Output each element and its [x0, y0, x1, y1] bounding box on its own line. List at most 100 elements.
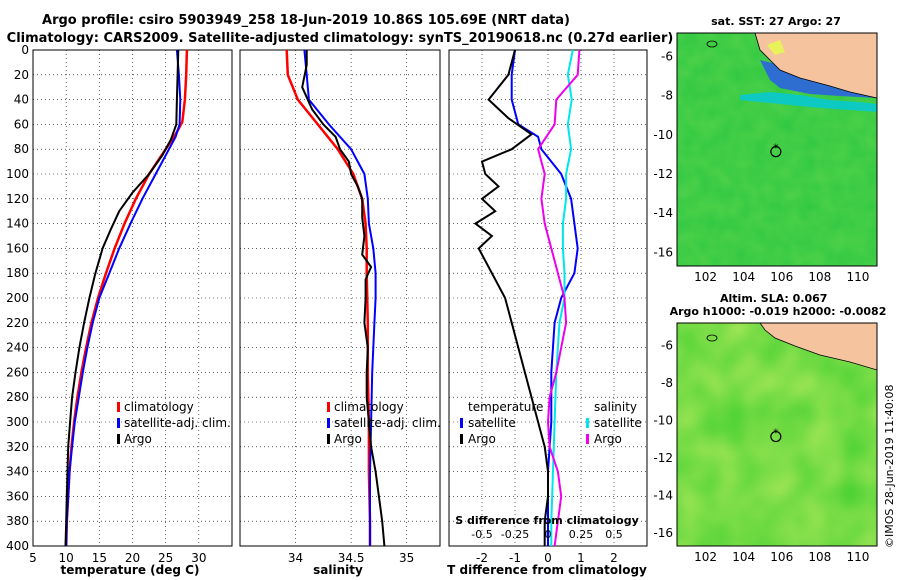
s-diff-tick-label: 0 [545, 528, 552, 541]
legend-swatch-argo [327, 434, 330, 444]
depth-tick-label: 400 [6, 539, 29, 553]
legend-title-salinity: salinity [594, 400, 637, 414]
temperature-legend: climatology satellite-adj. clim. Argo [117, 400, 231, 446]
series-line-argo [64, 49, 180, 547]
lat-tick-label: -10 [653, 413, 673, 427]
series-line-s-satellite [550, 49, 574, 546]
argo-star-icon: * [773, 427, 779, 440]
lat-tick-label: -16 [653, 526, 673, 540]
lat-tick-label: -14 [653, 488, 673, 502]
sla-map-panel: Altim. SLA: 0.067 Argo h1000: -0.019 h20… [653, 292, 886, 564]
sst-warm-patch [767, 40, 785, 55]
depth-tick-label: 20 [14, 68, 29, 82]
legend-swatch-s-argo [586, 434, 589, 444]
lon-tick-label: 106 [770, 270, 793, 284]
legend-label-s-satellite: satellite [594, 416, 642, 430]
credit-text: ©IMOS 28-Jun-2019 11:40:08 [883, 384, 896, 548]
argo-float-marker [770, 430, 782, 443]
lon-tick-label: 104 [732, 550, 755, 564]
sst-map-title: sat. SST: 27 Argo: 27 [711, 15, 841, 28]
depth-tick-label: 0 [21, 43, 29, 57]
title-line2: Climatology: CARS2009. Satellite-adjuste… [7, 31, 674, 46]
lat-tick-label: -12 [653, 451, 673, 465]
lon-tick-label: 108 [808, 270, 831, 284]
x-tick-label: 30 [191, 551, 206, 565]
lon-tick-label: 102 [694, 550, 717, 564]
lat-tick-label: -14 [653, 206, 673, 220]
legend-label-climatology: climatology [334, 400, 404, 414]
legend-swatch-t-argo [460, 434, 463, 444]
x-tick-label: 1 [577, 551, 585, 565]
s-diff-tick-label: 0.5 [605, 528, 623, 541]
lat-tick-label: -6 [661, 338, 673, 352]
legend-swatch-t-satellite [460, 418, 463, 428]
series-line-satellite-adj-clim- [65, 49, 182, 547]
depth-tick-label: 340 [6, 465, 29, 479]
x-tick-label: 15 [92, 551, 107, 565]
salinity-xlabel: salinity [313, 563, 363, 577]
depth-tick-label: 220 [6, 316, 29, 330]
x-tick-label: 34 [288, 551, 303, 565]
temperature-xlabel: temperature (deg C) [61, 563, 200, 577]
lon-tick-label: 110 [846, 270, 869, 284]
legend-swatch-s-satellite [586, 418, 589, 428]
legend-label-climatology: climatology [124, 400, 194, 414]
salinity-legend: climatology satellite-adj. clim. Argo [327, 400, 441, 446]
difference-xlabel-top: S difference from climatology [455, 514, 639, 527]
sst-cool-band [740, 92, 877, 112]
lon-tick-label: 110 [846, 550, 869, 564]
s-diff-tick-label: -0.5 [471, 528, 492, 541]
sst-map-frame [676, 32, 878, 267]
series-line-argo [301, 50, 386, 547]
series-line-s-argo [537, 49, 581, 547]
legend-label-argo: Argo [124, 432, 152, 446]
sst-map: * [676, 32, 878, 267]
difference-xlabel: T difference from climatology [447, 563, 647, 577]
lat-tick-label: -6 [661, 49, 673, 63]
temperature-panel: 0 20 40 60 80 100 120 140 160 180 200 220 240 260 280 3… [6, 43, 233, 577]
x-tick-label: 10 [59, 551, 74, 565]
legend-label-satellite: satellite-adj. clim. [334, 416, 441, 430]
lat-tick-label: -8 [661, 89, 673, 103]
title-line1: Argo profile: csiro 5903949_258 18-Jun-2… [42, 13, 570, 28]
x-tick-label: 35 [399, 551, 414, 565]
legend-swatch-climatology [117, 402, 120, 412]
depth-tick-label: 300 [6, 415, 29, 429]
lon-tick-label: 104 [732, 270, 755, 284]
lon-tick-label: 108 [808, 550, 831, 564]
legend-label-argo: Argo [334, 432, 362, 446]
sla-map-subtitle: Argo h1000: -0.019 h2000: -0.0082 [670, 305, 887, 318]
depth-tick-label: 360 [6, 489, 29, 503]
x-tick-label: 2 [610, 551, 618, 565]
sla-map: * [676, 322, 878, 547]
depth-tick-label: 260 [6, 365, 29, 379]
s-diff-tick-label: -0.25 [501, 528, 529, 541]
depth-tick-label: 320 [6, 440, 29, 454]
sla-map-frame [676, 322, 878, 547]
salinity-panel: 34 34.5 35 climatology satellite-adj. clim… [239, 49, 441, 577]
difference-legend: temperature satellite Argo salinity sate… [460, 400, 642, 446]
depth-tick-label: 280 [6, 390, 29, 404]
depth-tick-label: 160 [6, 241, 29, 255]
depth-tick-label: 140 [6, 217, 29, 231]
series-line-climatology [285, 49, 372, 546]
lon-tick-label: 106 [770, 550, 793, 564]
depth-tick-label: 80 [14, 142, 29, 156]
lat-tick-label: -12 [653, 167, 673, 181]
legend-title-temperature: temperature [468, 400, 543, 414]
legend-label-s-argo: Argo [594, 432, 622, 446]
x-tick-label: -1 [509, 551, 521, 565]
depth-tick-label: 240 [6, 341, 29, 355]
sst-map-panel: sat. SST: 27 Argo: 27 * 102 104 106 108 110 -… [653, 15, 878, 284]
legend-swatch-climatology [327, 402, 330, 412]
lat-tick-label: -8 [661, 376, 673, 390]
lat-tick-label: -16 [653, 245, 673, 259]
depth-tick-label: 100 [6, 167, 29, 181]
legend-label-t-argo: Argo [468, 432, 496, 446]
island-outline [706, 334, 718, 342]
depth-tick-label: 180 [6, 266, 29, 280]
legend-label-satellite: satellite-adj. clim. [124, 416, 231, 430]
s-diff-tick-label: 0.25 [569, 528, 594, 541]
argo-float-marker [770, 146, 782, 158]
